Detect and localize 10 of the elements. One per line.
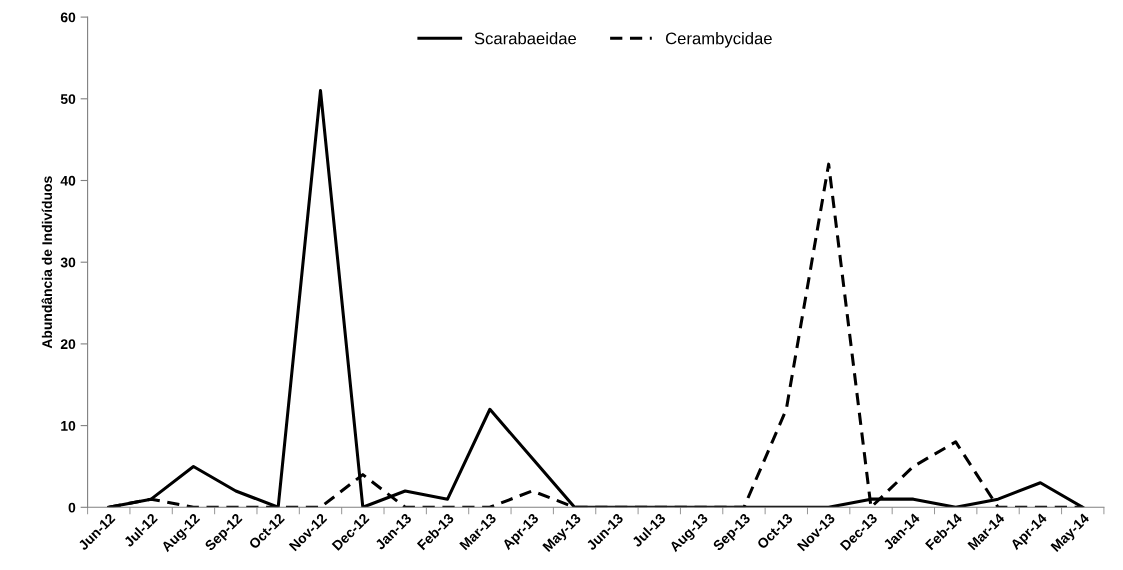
y-tick-label: 10 [61, 420, 76, 431]
y-tick-label: 0 [68, 502, 76, 513]
legend-label: Cerambycidae [665, 32, 772, 48]
y-axis-title: Abundância de Indivíduos [41, 176, 53, 349]
y-tick-label: 50 [60, 94, 76, 104]
y-tick-label: 30 [60, 257, 76, 268]
legend-label: Scarabaeidae [474, 32, 577, 45]
y-tick-label: 40 [60, 175, 76, 186]
y-tick-label: 20 [60, 339, 76, 350]
y-tick-label: 60 [60, 12, 76, 23]
